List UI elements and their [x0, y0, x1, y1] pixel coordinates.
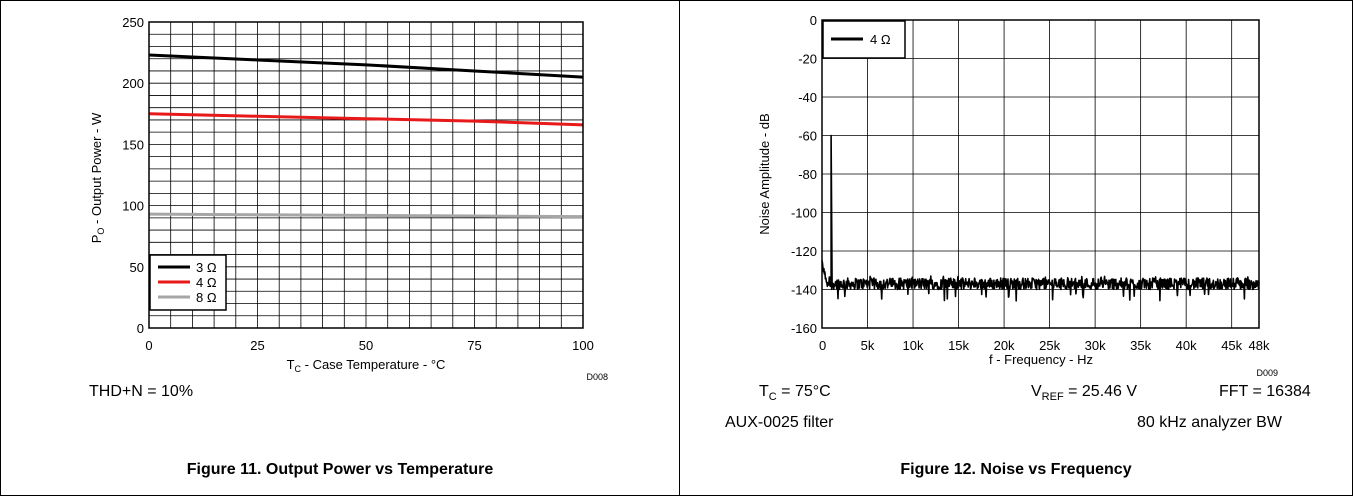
noise-vs-frequency-chart: 0 -20 -40 -60 -80 -100 -120 -140 -160 0 5k 10k 15k 2… [757, 13, 1278, 378]
test-condition-bandwidth: 80 kHz analyzer BW [1137, 414, 1282, 431]
chart-series [148, 53, 584, 219]
legend-label: 8 Ω [196, 290, 217, 305]
chart-series [821, 134, 1260, 302]
legend-label: 3 Ω [196, 260, 217, 275]
x-tick-label: 45k [1221, 338, 1242, 353]
x-tick-label: 25 [250, 338, 264, 353]
legend-label: 4 Ω [870, 32, 891, 47]
y-tick-label: -20 [798, 52, 817, 67]
x-axis-label-main: T [287, 357, 295, 372]
tc-rest: = 75°C [776, 383, 831, 400]
vref-main: V [1031, 383, 1042, 400]
y-tick-label: -60 [798, 129, 817, 144]
x-tick-label: 20k [994, 338, 1015, 353]
x-tick-label: 0 [145, 338, 152, 353]
y-tick-label: -160 [791, 321, 817, 336]
y-tick-label: -40 [798, 90, 817, 105]
plot-frame [148, 21, 584, 329]
y-axis-label-main: P [89, 235, 104, 244]
y-axis-label: Noise Amplitude - dB [757, 113, 772, 234]
series-line [148, 53, 584, 79]
x-tick-label: 25k [1039, 338, 1060, 353]
y-tick-labels: 0 50 100 150 200 250 [122, 15, 144, 336]
x-tick-label: 48k [1249, 338, 1270, 353]
y-tick-label: 0 [810, 13, 817, 28]
test-condition-case-temp: TC = 75°C [759, 383, 831, 403]
y-axis-label-rest: - Output Power - W [89, 112, 104, 228]
y-axis-label: PO - Output Power - W [89, 112, 106, 243]
x-tick-label: 75 [467, 338, 481, 353]
figure-caption: Figure 12. Noise vs Frequency [900, 461, 1132, 478]
y-tick-label: 200 [122, 76, 144, 91]
y-tick-label: 50 [130, 260, 144, 275]
figure-id: D009 [1256, 368, 1278, 378]
chart-legend: 4 Ω [822, 20, 906, 59]
test-condition-vref: VREF = 25.46 V [1031, 383, 1137, 403]
x-tick-label: 30k [1085, 338, 1106, 353]
y-tick-label: -120 [791, 244, 817, 259]
y-tick-label: -140 [791, 283, 817, 298]
vref-rest: = 25.46 V [1063, 383, 1138, 400]
test-condition-filter: AUX-0025 filter [725, 414, 834, 431]
x-tick-label: 15k [948, 338, 969, 353]
y-axis-label-sub: O [96, 228, 106, 235]
vref-sub: REF [1041, 391, 1064, 404]
series-line [148, 112, 584, 127]
y-tick-label: 250 [122, 15, 144, 30]
plot-frame [821, 19, 1260, 329]
test-condition-thdn: THD+N = 10% [89, 383, 194, 400]
test-condition-fft: FFT = 16384 [1219, 383, 1311, 400]
x-tick-label: 5k [861, 338, 875, 353]
x-tick-label: 40k [1176, 338, 1197, 353]
x-axis-label: f - Frequency - Hz [989, 352, 1093, 367]
figure-id: D008 [586, 372, 608, 382]
series-line [821, 134, 1260, 302]
x-axis-label: TC - Case Temperature - °C [287, 357, 446, 374]
y-tick-label: -80 [798, 167, 817, 182]
x-axis-label-rest: - Case Temperature - °C [301, 357, 445, 372]
x-axis-label-sub: C [295, 364, 302, 374]
x-tick-labels: 0 25 50 75 100 [145, 338, 593, 353]
tc-main: T [759, 383, 769, 400]
x-tick-label: 35k [1130, 338, 1151, 353]
figure-11-panel: 0 50 100 150 200 250 0 25 50 75 100 PO - Output P… [0, 0, 680, 496]
y-tick-label: -100 [791, 206, 817, 221]
figure-12-panel: 0 -20 -40 -60 -80 -100 -120 -140 -160 0 5k 10k 15k 2… [679, 0, 1353, 496]
y-tick-label: 0 [137, 321, 144, 336]
series-line [148, 212, 584, 219]
x-tick-label: 10k [903, 338, 924, 353]
output-power-vs-temperature-chart: 0 50 100 150 200 250 0 25 50 75 100 PO - Output P… [89, 15, 608, 382]
x-tick-label: 0 [819, 338, 826, 353]
chart-legend: 3 Ω4 Ω8 Ω [149, 254, 227, 311]
x-tick-label: 50 [359, 338, 373, 353]
y-tick-labels: 0 -20 -40 -60 -80 -100 -120 -140 -160 [791, 13, 817, 336]
legend-label: 4 Ω [196, 275, 217, 290]
figure-caption: Figure 11. Output Power vs Temperature [186, 461, 494, 478]
chart-grid [149, 22, 583, 328]
y-tick-label: 150 [122, 137, 144, 152]
tc-sub: C [768, 391, 777, 404]
x-tick-label: 100 [572, 338, 594, 353]
y-tick-label: 100 [122, 199, 144, 214]
x-tick-labels: 0 5k 10k 15k 20k 25k 30k 35k 40k 45k 48k [819, 338, 1270, 353]
